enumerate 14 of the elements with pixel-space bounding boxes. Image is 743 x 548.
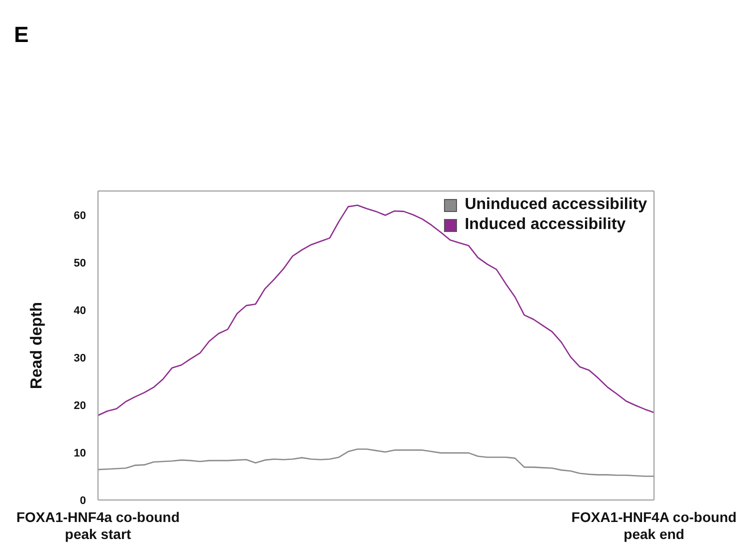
y-tick-label: 10: [74, 447, 86, 460]
x-tick-label: FOXA1-HNF4a co-bound peak start: [16, 509, 180, 542]
y-tick-label: 40: [74, 304, 86, 317]
y-axis-title: Read depth: [28, 302, 46, 390]
legend-label: Induced accessibility: [464, 216, 626, 234]
y-tick-label: 50: [74, 257, 86, 270]
legend-label: Uninduced accessibility: [464, 196, 647, 214]
y-tick-label: 30: [74, 352, 86, 364]
text: E: [14, 22, 29, 48]
x-tick-label: FOXA1-HNF4A co-bound peak end: [571, 509, 737, 542]
y-tick-label: 0: [80, 495, 86, 507]
y-tick-label: 20: [74, 400, 86, 412]
y-tick-label: 60: [74, 210, 86, 222]
line-series: [98, 448, 654, 477]
